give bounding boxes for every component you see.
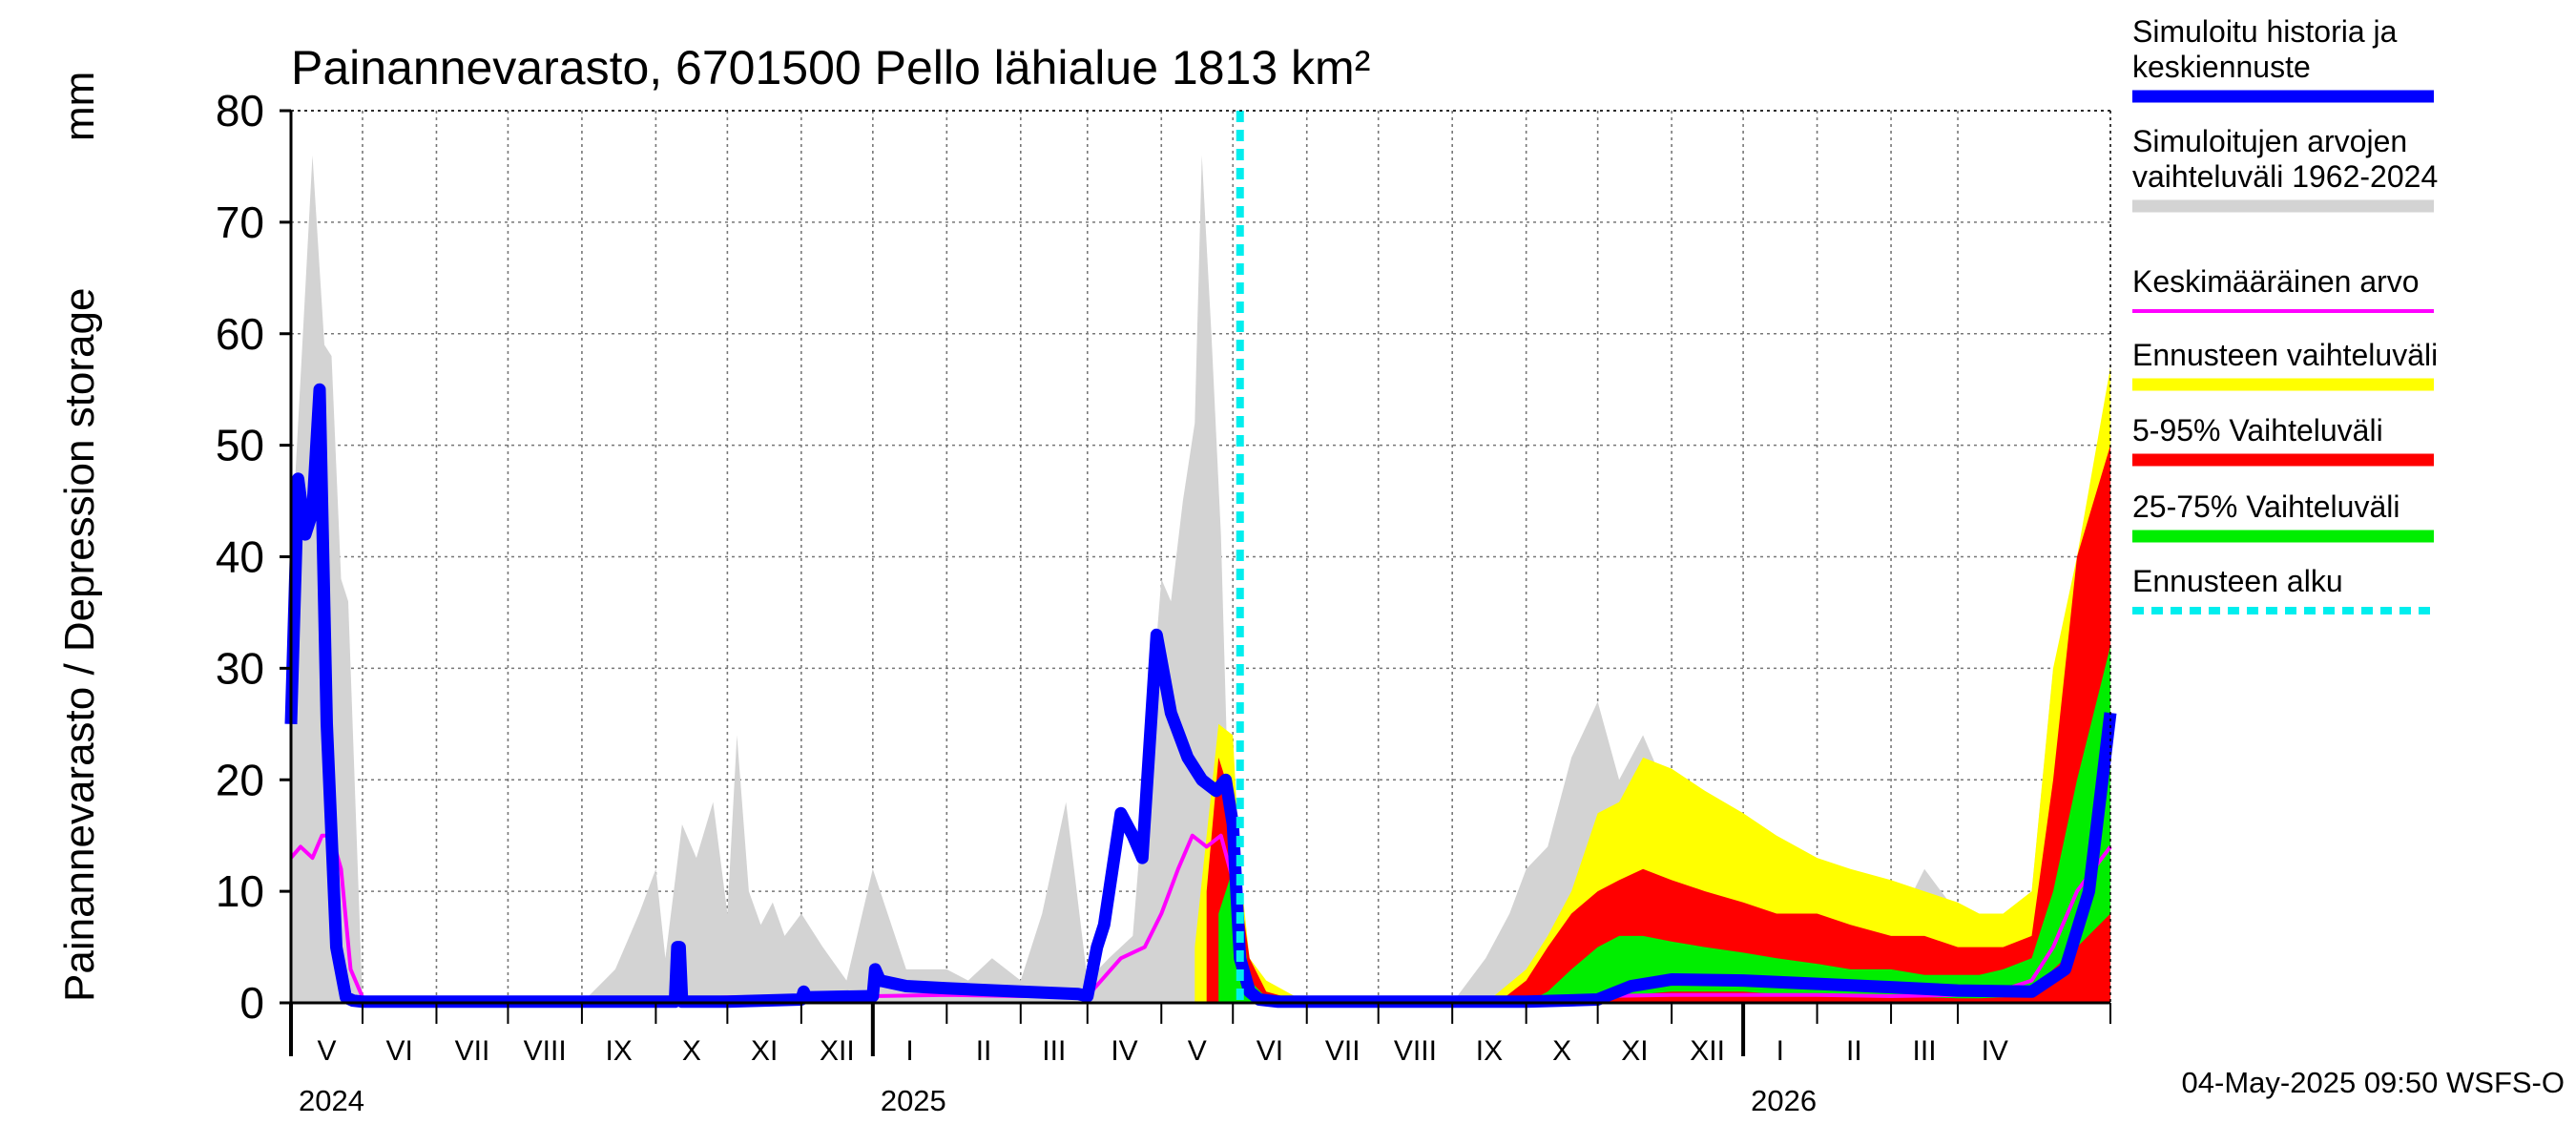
y-tick-label: 60	[216, 309, 264, 359]
chart-title: Painannevarasto, 6701500 Pello lähialue …	[291, 41, 1370, 94]
x-month-label: II	[1846, 1035, 1862, 1067]
x-month-label: X	[682, 1035, 701, 1067]
x-month-label: IX	[605, 1035, 632, 1067]
x-month-label: III	[1913, 1035, 1937, 1067]
x-month-label: I	[1776, 1035, 1784, 1067]
y-tick-label: 0	[239, 978, 264, 1028]
y-tick-label: 70	[216, 198, 264, 247]
series-band-5-95-vaihteluv-li	[1206, 445, 2110, 1004]
x-month-label: XI	[751, 1035, 778, 1067]
legend-label: Ennusteen alku	[2132, 564, 2343, 598]
x-month-label: V	[1188, 1035, 1207, 1067]
x-month-label: VII	[455, 1035, 490, 1067]
x-month-label: IX	[1476, 1035, 1503, 1067]
legend-item: Keskimääräinen arvo	[2132, 264, 2434, 313]
x-month-label: V	[317, 1035, 336, 1067]
x-month-label: X	[1552, 1035, 1571, 1067]
y-tick-label: 40	[216, 532, 264, 582]
legend-label: 25-75% Vaihteluväli	[2132, 489, 2399, 524]
legend-item: Ennusteen alku	[2132, 564, 2434, 614]
timestamp: 04-May-2025 09:50 WSFS-O	[2182, 1066, 2565, 1099]
x-month-label: XII	[1690, 1035, 1725, 1067]
x-year-label: 2026	[1751, 1084, 1817, 1117]
y-tick-label: 30	[216, 643, 264, 693]
legend-label: Keskimääräinen arvo	[2132, 264, 2420, 299]
x-month-label: IV	[1111, 1035, 1137, 1067]
x-month-label: VIII	[1394, 1035, 1437, 1067]
y-axis-label: Painannevarasto / Depression storage	[56, 288, 103, 1002]
legend-item: 25-75% Vaihteluväli	[2132, 489, 2434, 543]
legend-item: Ennusteen vaihteluväli	[2132, 338, 2438, 391]
legend: Simuloitu historia jakeskiennusteSimuloi…	[2132, 14, 2438, 614]
series-band-25-75-vaihteluv-li	[1218, 646, 2110, 1003]
x-year-label: 2024	[299, 1084, 364, 1117]
x-month-label: VIII	[524, 1035, 567, 1067]
y-tick-label: 10	[216, 866, 264, 916]
legend-label: Simuloitujen arvojen	[2132, 124, 2407, 158]
y-tick-label: 80	[216, 86, 264, 135]
y-axis: 0 10 20 30 40 50 60 70 80	[216, 86, 293, 1028]
legend-label: Simuloitu historia ja	[2132, 14, 2398, 49]
legend-label: Ennusteen vaihteluväli	[2132, 338, 2438, 372]
x-month-label: VII	[1325, 1035, 1361, 1067]
legend-item: 5-95% Vaihteluväli	[2132, 413, 2434, 467]
y-tick-label: 50	[216, 421, 264, 470]
x-axis: V VI VII VIII IX X XI XII I II III IV V VI VII VIII IX X X…	[289, 1001, 2111, 1117]
y-axis-unit: mm	[56, 72, 103, 141]
x-month-label: XI	[1621, 1035, 1648, 1067]
legend-label: keskiennuste	[2132, 50, 2311, 84]
x-month-label: III	[1042, 1035, 1066, 1067]
x-month-label: VI	[1257, 1035, 1283, 1067]
y-tick-label: 20	[216, 755, 264, 804]
x-month-label: I	[905, 1035, 913, 1067]
x-month-label: IV	[1982, 1035, 2008, 1067]
x-month-label: II	[976, 1035, 992, 1067]
plot-area	[284, 110, 2117, 1009]
x-year-label: 2025	[881, 1084, 946, 1117]
legend-label: 5-95% Vaihteluväli	[2132, 413, 2383, 448]
legend-label: vaihteluväli 1962-2024	[2132, 159, 2438, 194]
x-month-label: VI	[386, 1035, 413, 1067]
x-month-label: XII	[820, 1035, 855, 1067]
